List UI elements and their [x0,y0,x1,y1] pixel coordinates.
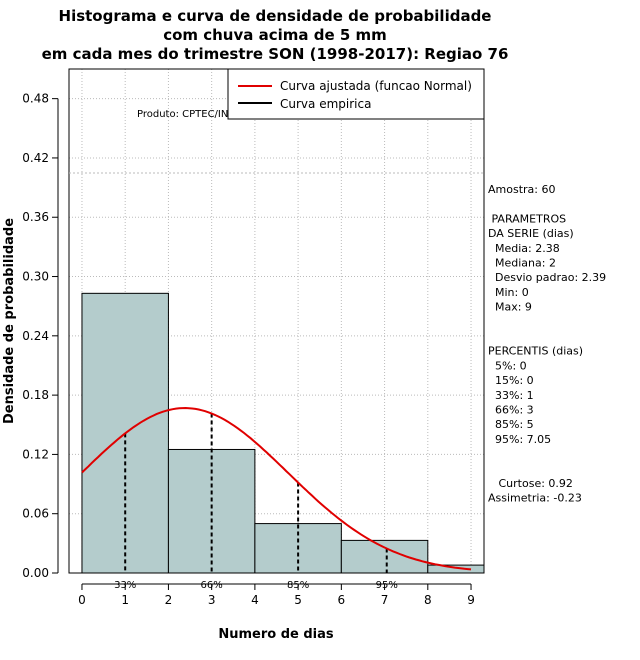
x-tick-label-7: 7 [381,593,389,607]
stats-line-17: 95%: 7.05 [488,433,551,446]
legend-label-normal: Curva ajustada (funcao Normal) [280,79,472,93]
percentile-lines [124,413,388,573]
percentile-labels: 33% 66% 85% 95% [114,580,398,591]
bar-3 [340,539,429,574]
stats-line-4: Media: 2.38 [488,242,560,255]
stats-line-3: DA SERIE (dias) [488,227,574,240]
x-tick-label-1: 1 [121,593,129,607]
stats-line-20: Curtose: 0.92 [488,477,573,490]
x-tick-label-9: 9 [467,593,475,607]
y-tick-label-0.12: 0.12 [22,447,49,461]
x-tick-label-6: 6 [338,593,346,607]
normal-curve-group [81,406,472,571]
x-tick-label-5: 5 [294,593,302,607]
chart-title-line-2: com chuva acima de 5 mm [163,26,387,44]
percentile-label-95: 95% [376,580,398,591]
y-axis: 0.00 0.06 0.12 0.18 0.24 0.30 0.36 0.42 0.48 [22,92,59,580]
stats-line-16: 85%: 5 [488,418,534,431]
stats-line-7: Min: 0 [488,286,529,299]
y-tick-label-0.48: 0.48 [22,92,49,106]
y-tick-label-0.42: 0.42 [22,151,49,165]
stats-line-2: PARAMETROS [488,212,566,225]
stats-panel: Amostra: 60 PARAMETROS DA SERIE (dias) Me… [488,183,606,505]
stats-line-6: Desvio padrao: 2.39 [488,271,606,284]
stats-line-21: Assimetria: -0.23 [488,492,582,505]
produto-label: Produto: CPTEC/INPE [137,109,241,120]
y-tick-label-0.00: 0.00 [22,566,49,580]
stats-line-11: PERCENTIS (dias) [488,345,583,358]
x-tick-label-4: 4 [251,593,259,607]
stats-line-12: 5%: 0 [488,359,527,372]
y-tick-label-0.30: 0.30 [22,270,49,284]
chart-title-line-3: em cada mes do trimestre SON (1998-2017)… [42,45,509,63]
normal-curve [81,406,472,571]
stats-line-14: 33%: 1 [488,389,534,402]
y-axis-label: Densidade de probabilidade [2,218,17,424]
stats-line-13: 15%: 0 [488,374,534,387]
x-axis: 0 1 2 3 4 5 6 7 8 9 [78,583,475,607]
stats-line-15: 66%: 3 [488,404,534,417]
histogram-bars [81,292,485,574]
chart-title-line-1: Histograma e curva de densidade de proba… [59,7,492,25]
legend: Curva ajustada (funcao Normal) Curva emp… [227,68,485,120]
x-tick-label-2: 2 [165,593,173,607]
x-tick-label-3: 3 [208,593,216,607]
legend-box [227,68,485,120]
x-axis-label: Numero de dias [218,627,334,642]
y-tick-label-0.24: 0.24 [22,329,49,343]
legend-label-empirical: Curva empirica [280,97,371,111]
x-tick-label-8: 8 [424,593,432,607]
y-tick-label-0.06: 0.06 [22,507,49,521]
y-tick-label-0.18: 0.18 [22,388,49,402]
stats-line-5: Mediana: 2 [488,257,556,270]
stats-line-8: Max: 9 [488,301,532,314]
bar-4 [427,564,485,574]
y-tick-label-0.36: 0.36 [22,210,49,224]
stats-line-0: Amostra: 60 [488,183,555,196]
x-tick-label-0: 0 [78,593,86,607]
